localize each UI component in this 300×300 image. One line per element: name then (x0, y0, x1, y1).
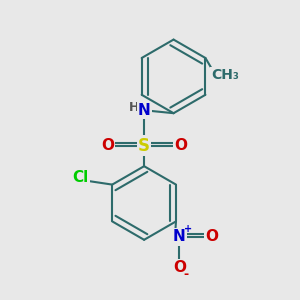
Text: H: H (129, 101, 139, 114)
Text: CH₃: CH₃ (211, 68, 239, 82)
Text: O: O (173, 260, 186, 275)
Text: S: S (138, 136, 150, 154)
Text: N: N (138, 103, 151, 118)
Text: O: O (205, 230, 218, 244)
Text: +: + (184, 224, 192, 234)
Text: O: O (101, 138, 114, 153)
Text: N: N (173, 230, 186, 244)
Text: O: O (174, 138, 188, 153)
Text: -: - (183, 268, 188, 281)
Text: Cl: Cl (73, 170, 89, 185)
